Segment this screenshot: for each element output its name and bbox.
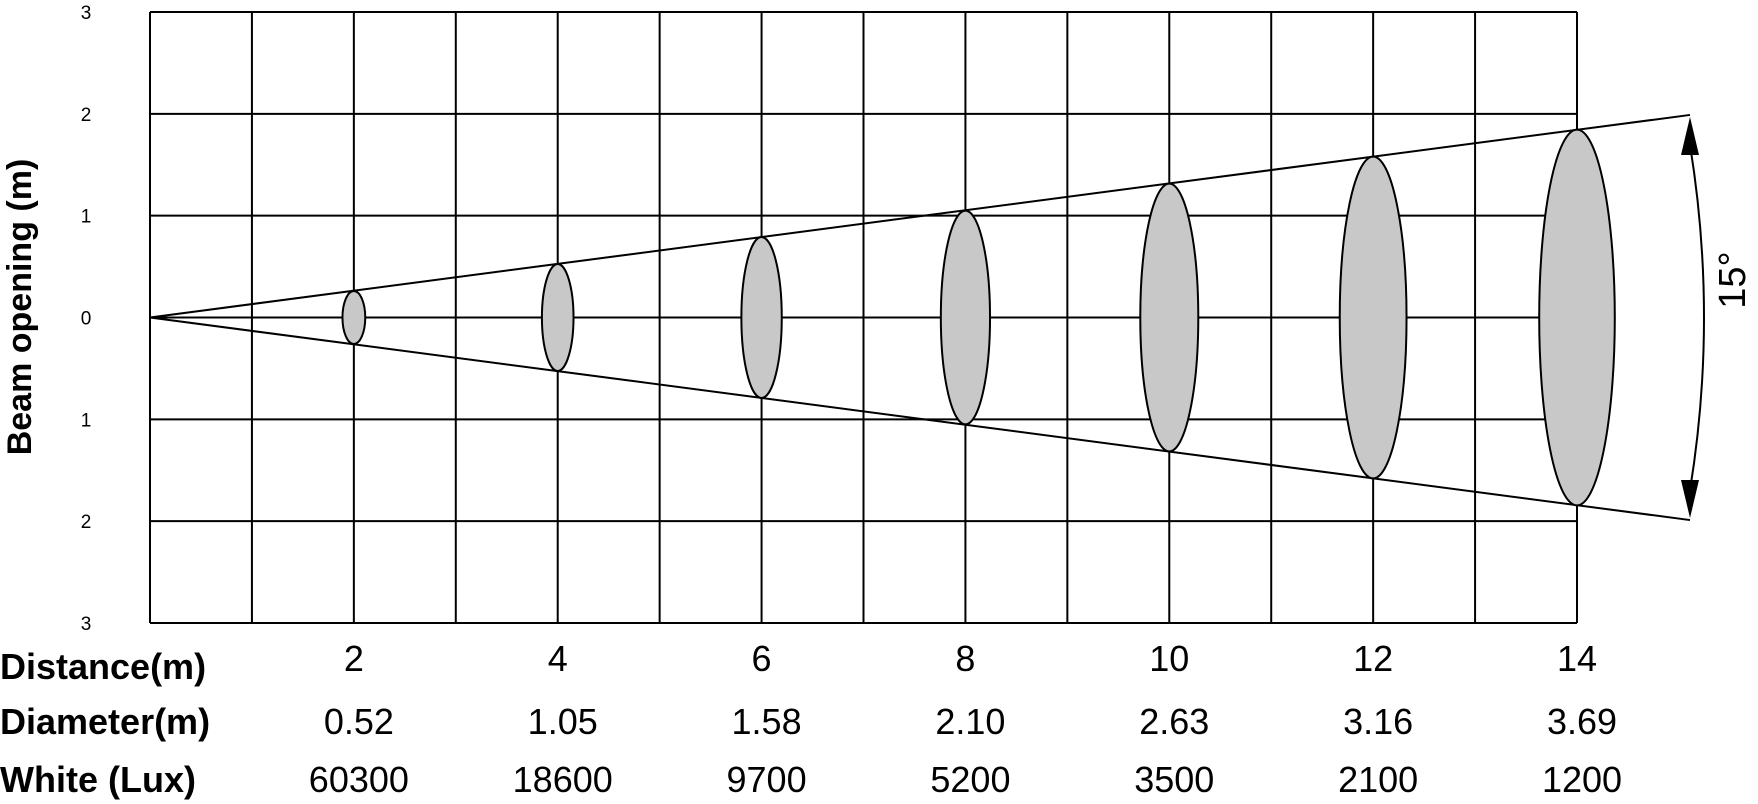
- table-row-label: Diameter(m): [0, 701, 210, 742]
- table-cell: 3.16: [1343, 701, 1413, 742]
- table-cell: 60300: [309, 759, 409, 800]
- table-cell: 1200: [1542, 759, 1622, 800]
- table-cell: 10: [1149, 638, 1189, 679]
- y-tick-label: 2: [81, 512, 92, 533]
- table-cell: 9700: [727, 759, 807, 800]
- table-cell: 2: [344, 638, 364, 679]
- beam-angle-label: 15°: [1712, 251, 1754, 308]
- y-axis-label: Beam opening (m): [1, 159, 39, 456]
- data-table: Distance(m) 2 4 6 8 10 12 14 Diameter(m) 0.52 1.05…: [0, 638, 1622, 800]
- table-cell: 2.63: [1139, 701, 1209, 742]
- beam-edge-bottom: [149, 316, 1691, 522]
- y-tick-label: 1: [81, 207, 92, 228]
- table-cell: 1.05: [528, 701, 598, 742]
- y-tick-label: 0: [81, 309, 92, 330]
- table-row-label: Distance(m): [0, 646, 206, 687]
- y-axis-ticks: 3 2 1 0 1 2 3: [81, 3, 92, 635]
- beam-spot: [540, 263, 575, 372]
- y-tick-label: 2: [81, 105, 92, 126]
- table-cell: 1.58: [732, 701, 802, 742]
- table-cell: 2.10: [935, 701, 1005, 742]
- y-tick-label: 1: [81, 410, 92, 431]
- beam-spot: [740, 236, 783, 399]
- beam-angle-indicator: 15°: [1681, 116, 1754, 519]
- y-tick-label: 3: [81, 614, 92, 635]
- table-cell: 4: [548, 638, 568, 679]
- table-cell: 3500: [1134, 759, 1214, 800]
- beam-spot: [1139, 182, 1200, 453]
- arrow-up-icon: [1681, 116, 1699, 155]
- table-row-label: White (Lux): [0, 759, 196, 800]
- y-tick-label: 3: [81, 3, 92, 24]
- table-cell: 5200: [930, 759, 1010, 800]
- beam-spot: [1338, 155, 1408, 480]
- table-cell: 8: [955, 638, 975, 679]
- table-cell: 0.52: [324, 701, 394, 742]
- beam-angle-arc: [1689, 144, 1705, 491]
- table-cell: 12: [1353, 638, 1393, 679]
- beam-spot: [1538, 128, 1616, 507]
- beam-spot: [939, 209, 992, 426]
- table-cell: 14: [1557, 638, 1597, 679]
- beam-spots: [341, 128, 1616, 507]
- table-cell: 3.69: [1547, 701, 1617, 742]
- arrow-down-icon: [1681, 480, 1699, 519]
- table-cell: 6: [752, 638, 772, 679]
- beam-spot: [341, 290, 367, 345]
- table-cell: 18600: [513, 759, 613, 800]
- beam-edge-top: [149, 113, 1691, 319]
- beam-cone: [149, 113, 1691, 522]
- table-cell: 2100: [1338, 759, 1418, 800]
